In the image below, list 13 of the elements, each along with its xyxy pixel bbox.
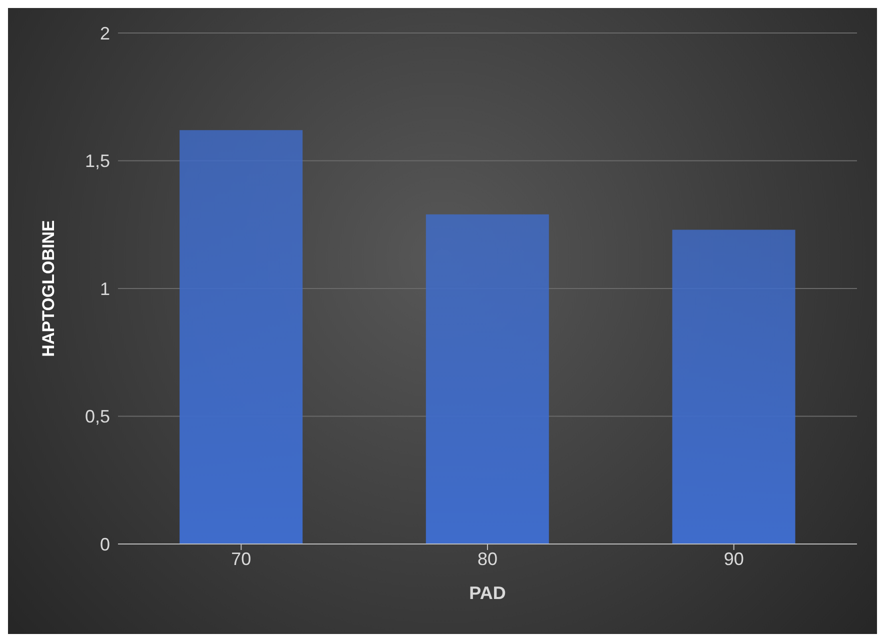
y-axis-title: HAPTOGLOBINE	[39, 220, 58, 357]
y-tick-label: 1,5	[84, 151, 110, 172]
y-tick-label: 1	[100, 278, 110, 299]
y-tick-label: 2	[100, 23, 110, 44]
bar	[180, 130, 303, 544]
x-tick-label: 70	[231, 548, 252, 569]
bar	[426, 214, 549, 544]
y-tick-label: 0	[100, 534, 110, 554]
x-tick-label: 90	[724, 548, 744, 569]
bar	[672, 230, 796, 544]
x-tick-label: 80	[477, 548, 498, 569]
x-axis-title: PAD	[469, 583, 506, 603]
y-tick-label: 0,5	[84, 406, 110, 427]
